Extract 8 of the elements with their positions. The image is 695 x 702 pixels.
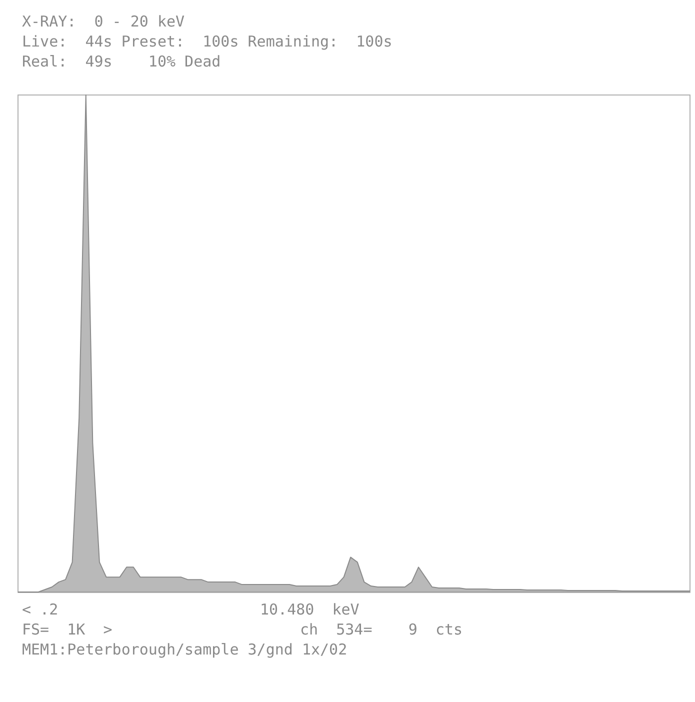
text: Real: 49s 10% Dead <box>22 52 221 70</box>
text: MEM1:Peterborough/sample 3/gnd 1x/02 <box>22 640 348 658</box>
text: 10.480 keV <box>260 600 360 618</box>
text: FS= 1K > <box>22 620 112 638</box>
text: < .2 <box>22 600 58 618</box>
text: ch 534= 9 cts <box>300 620 463 638</box>
text: X-RAY: 0 - 20 keV <box>22 12 185 30</box>
text: Live: 44s Preset: 100s Remaining: 100s <box>22 32 392 50</box>
